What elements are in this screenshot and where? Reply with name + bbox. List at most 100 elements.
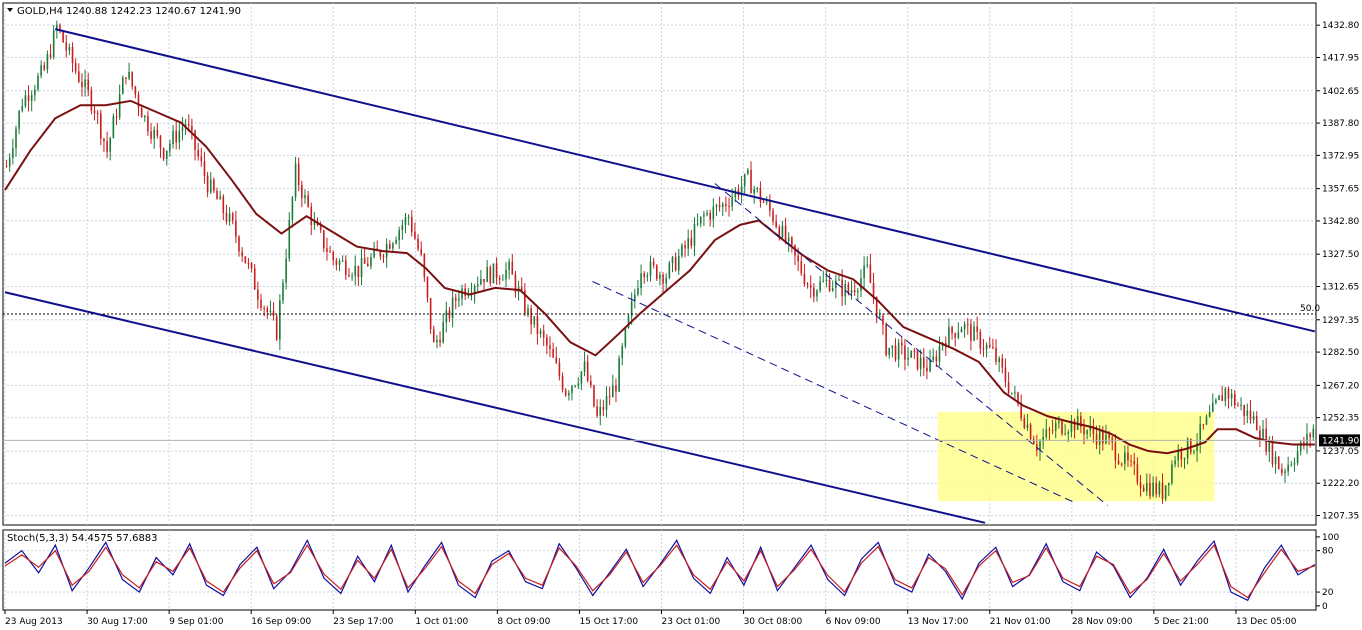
- candle-body: [464, 288, 466, 296]
- candle: [907, 347, 909, 366]
- candle: [1281, 463, 1283, 476]
- stochastic-frame[interactable]: [2, 529, 1317, 611]
- candle-body: [875, 296, 878, 317]
- candle: [706, 209, 708, 217]
- candle: [121, 75, 124, 95]
- candle-body: [715, 205, 718, 207]
- ohlc-readout: 1240.88 1242.23 1240.67 1241.90: [66, 6, 241, 17]
- candle: [1124, 445, 1126, 471]
- candle-body: [882, 315, 884, 325]
- candle: [1092, 418, 1095, 443]
- candle: [957, 322, 960, 340]
- time-tick-label: 5 Dec 21:00: [1154, 617, 1209, 627]
- candle: [721, 201, 724, 217]
- candle: [27, 85, 30, 112]
- candle: [1221, 385, 1223, 402]
- candle: [43, 61, 46, 72]
- candle-body: [992, 347, 994, 349]
- candle-body: [621, 346, 624, 359]
- stoch-tick-label: 20: [1322, 588, 1334, 598]
- candle-body: [1215, 399, 1217, 403]
- candle-body: [140, 107, 143, 118]
- candle: [897, 338, 900, 368]
- candle-body: [555, 357, 558, 363]
- candle: [360, 248, 363, 286]
- candle: [131, 71, 134, 90]
- candle-body: [787, 237, 790, 242]
- candle-body: [897, 342, 900, 360]
- candle: [1174, 455, 1176, 468]
- candle: [976, 316, 978, 340]
- candle-body: [1064, 433, 1066, 435]
- candle: [1284, 468, 1286, 483]
- candle-body: [1083, 426, 1085, 435]
- candle-body: [219, 196, 221, 200]
- candle-body: [483, 279, 485, 283]
- candle-body: [618, 358, 620, 392]
- candle-body: [175, 130, 177, 143]
- candle: [1199, 415, 1202, 454]
- candle: [288, 212, 291, 262]
- candle: [894, 338, 897, 362]
- time-tick-label: 16 Sep 09:00: [251, 617, 311, 627]
- candle-body: [800, 261, 803, 274]
- stochastic-title: Stoch(5,3,3) 54.4575 57.6883: [7, 533, 158, 544]
- candle: [30, 90, 33, 112]
- candle-body: [552, 349, 554, 358]
- candle-body: [87, 79, 90, 91]
- candle: [100, 109, 102, 146]
- candle: [1167, 482, 1170, 496]
- candle-body: [250, 263, 253, 269]
- candle: [181, 116, 184, 141]
- candle-body: [546, 337, 548, 346]
- candle-body: [1026, 424, 1029, 428]
- candle-body: [841, 279, 843, 297]
- candle: [153, 126, 156, 149]
- candle: [363, 248, 366, 264]
- candle: [1114, 433, 1117, 469]
- collapse-triangle-icon[interactable]: [7, 8, 13, 12]
- candle-body: [1299, 441, 1302, 452]
- candle-body: [1189, 438, 1192, 453]
- candle-body: [712, 206, 715, 220]
- candle: [784, 217, 787, 245]
- current-price-tag: 1241.90: [1319, 434, 1360, 447]
- candle: [106, 131, 108, 159]
- candle: [1164, 485, 1167, 502]
- candle: [718, 196, 721, 212]
- candle-body: [1196, 443, 1198, 452]
- candle: [247, 258, 250, 270]
- candle: [326, 237, 328, 261]
- candle-body: [1303, 441, 1305, 446]
- candle-body: [687, 238, 689, 249]
- candle: [753, 185, 755, 204]
- candle: [8, 153, 11, 172]
- candle-body: [429, 298, 432, 330]
- candle: [213, 177, 215, 194]
- candle: [1306, 423, 1308, 454]
- candle-body: [982, 348, 985, 350]
- candle: [1177, 444, 1180, 468]
- candle-body: [1048, 429, 1051, 431]
- consolidation-highlight-box[interactable]: [937, 411, 1215, 502]
- candle: [743, 173, 746, 196]
- candle-body: [580, 371, 583, 384]
- candle-body: [84, 79, 86, 88]
- candle-body: [461, 288, 463, 299]
- candle: [586, 354, 589, 383]
- candle-body: [1133, 460, 1136, 465]
- candle: [486, 259, 488, 283]
- candle-body: [128, 71, 130, 79]
- candle-body: [734, 189, 737, 198]
- candle: [954, 332, 956, 347]
- candle: [1152, 476, 1154, 498]
- candle: [1120, 462, 1123, 467]
- candle-body: [458, 298, 460, 301]
- candle-body: [568, 393, 570, 396]
- candle-body: [885, 324, 887, 356]
- candle-body: [15, 128, 17, 149]
- candle-body: [112, 116, 115, 139]
- candle: [615, 378, 617, 403]
- candle-body: [602, 406, 605, 410]
- candle-body: [40, 65, 42, 76]
